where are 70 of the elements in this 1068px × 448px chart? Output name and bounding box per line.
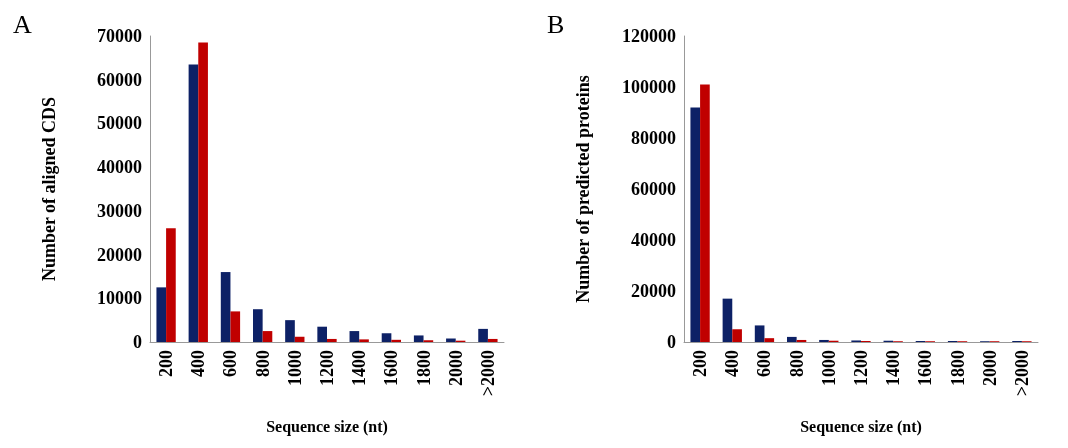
chart-title: A	[13, 9, 32, 39]
y-tick-label: 80000	[631, 128, 676, 148]
y-tick-label: 20000	[97, 244, 142, 265]
x-tick-label: 800	[786, 350, 807, 377]
x-tick-label: 1000	[818, 350, 839, 386]
x-tick-label: 200	[690, 350, 711, 377]
x-tick-label: 1600	[915, 350, 936, 386]
x-tick-label: 1600	[381, 350, 402, 386]
y-tick-label: 120000	[622, 26, 676, 46]
bar	[285, 320, 295, 342]
x-tick-label: 200	[156, 350, 177, 377]
y-tick-label: 10000	[97, 288, 142, 309]
bar	[487, 338, 498, 342]
y-tick-label: 20000	[631, 281, 676, 301]
bar	[198, 42, 208, 342]
y-tick-label: 50000	[97, 113, 142, 134]
x-tick-label: 1800	[947, 350, 968, 386]
bar	[413, 335, 424, 342]
y-tick-label: 0	[133, 332, 142, 352]
y-tick-label: 70000	[97, 26, 142, 46]
y-tick-label: 60000	[97, 69, 142, 90]
x-axis-title: Sequence size (nt)	[800, 417, 922, 436]
x-tick-label: 800	[252, 350, 273, 377]
chart-title: B	[547, 9, 565, 39]
x-tick-label: 600	[220, 350, 241, 377]
bar	[317, 326, 327, 342]
bar	[349, 331, 360, 342]
y-tick-label: 0	[667, 332, 676, 352]
y-tick-label: 30000	[97, 200, 142, 221]
bar	[732, 329, 742, 342]
bar	[252, 309, 263, 342]
bar	[381, 333, 392, 342]
bar	[786, 336, 797, 342]
x-tick-label: >2000	[477, 350, 498, 397]
bar	[230, 311, 241, 342]
bar	[391, 339, 402, 342]
y-axis-title: Number of predicted proteins	[573, 75, 593, 303]
y-tick-label: 40000	[97, 157, 142, 178]
y-tick-label: 40000	[631, 230, 676, 250]
bar	[796, 339, 807, 342]
y-tick-label: 100000	[622, 77, 676, 97]
y-axis-title: Number of aligned CDS	[39, 96, 59, 282]
x-tick-label: 1200	[317, 350, 337, 386]
bar	[220, 272, 231, 342]
x-tick-label: 600	[754, 350, 775, 377]
bar	[722, 298, 733, 342]
x-tick-label: >2000	[1011, 350, 1032, 397]
x-tick-label: 2000	[979, 350, 1000, 386]
x-tick-label: 1800	[413, 350, 434, 386]
bar	[764, 338, 775, 342]
bar	[262, 331, 273, 342]
bar	[478, 328, 488, 342]
x-tick-label: 1400	[883, 350, 904, 386]
x-tick-label: 1200	[851, 350, 871, 386]
bar	[327, 338, 337, 342]
x-tick-label: 1400	[349, 350, 370, 386]
x-tick-label: 400	[722, 350, 743, 377]
x-tick-label: 2000	[445, 350, 466, 386]
bar	[819, 339, 829, 342]
x-tick-label: 400	[188, 350, 209, 377]
x-tick-label: 1000	[284, 350, 305, 386]
x-axis-title: Sequence size (nt)	[266, 417, 388, 436]
bar	[700, 84, 710, 342]
bar	[156, 287, 167, 342]
bar	[754, 325, 765, 342]
y-tick-label: 60000	[631, 179, 676, 199]
bar	[359, 339, 369, 342]
bar	[690, 107, 701, 342]
bar	[188, 64, 199, 342]
bar	[166, 228, 176, 342]
